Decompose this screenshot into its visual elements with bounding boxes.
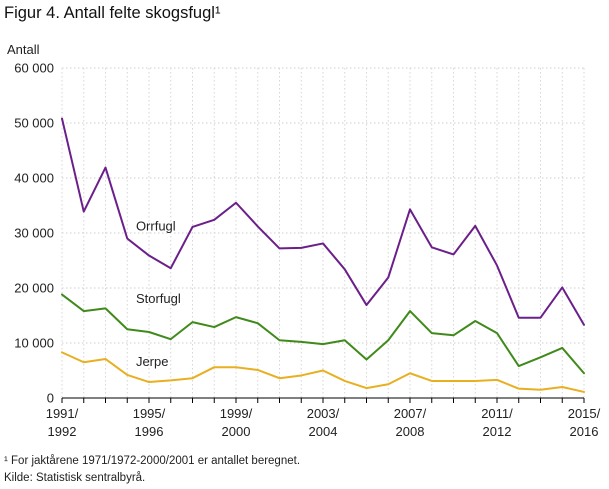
line-chart: 0 10 000 20 000 30 000 40 000 50 000 60 000 19… — [14, 61, 601, 440]
grid-lines — [61, 67, 585, 403]
x-tick-label: 2016 — [570, 424, 599, 439]
series-line-jerpe — [61, 351, 585, 393]
x-tick-label: 2008 — [396, 424, 425, 439]
x-tick-label: 2011/ — [481, 406, 513, 421]
y-tick-label: 30 000 — [14, 226, 54, 241]
series-label-jerpe: Jerpe — [136, 354, 169, 369]
x-tick-label: 2015/ — [568, 406, 601, 421]
series-label-storfugl: Storfugl — [136, 291, 181, 306]
y-tick-label: 60 000 — [14, 61, 54, 76]
x-tick-label: 2007/ — [394, 406, 427, 421]
x-tick-label: 1999/ — [220, 406, 253, 421]
y-tick-label: 10 000 — [14, 336, 54, 351]
x-tick-labels: 1991/1992 1995/1996 1999/2000 2003/2004 2007… — [46, 406, 601, 439]
series-line-orrfugl — [61, 117, 585, 326]
y-tick-label: 40 000 — [14, 171, 54, 186]
series-labels: Orrfugl Storfugl Jerpe — [136, 218, 181, 369]
source-note: Kilde: Statistisk sentralbyrå. — [4, 472, 146, 484]
x-tick-label: 1991/ — [46, 406, 79, 421]
x-tick-label: 2004 — [309, 424, 338, 439]
y-tick-label: 50 000 — [14, 116, 54, 131]
x-tick-label: 1992 — [48, 424, 77, 439]
x-tick-label: 1996 — [135, 424, 164, 439]
y-tick-labels: 0 10 000 20 000 30 000 40 000 50 000 60 000 — [14, 61, 54, 406]
series-line-storfugl — [61, 293, 585, 375]
y-tick-label: 0 — [47, 391, 54, 406]
x-tick-label: 2000 — [222, 424, 251, 439]
series-lines — [61, 117, 585, 393]
series-label-orrfugl: Orrfugl — [136, 218, 176, 233]
x-tick-label: 2003/ — [307, 406, 340, 421]
chart-title: Figur 4. Antall felte skogsfugl¹ — [4, 4, 221, 22]
y-axis-label: Antall — [7, 42, 40, 57]
footnote: ¹ For jaktårene 1971/1972-2000/2001 er a… — [4, 455, 301, 467]
y-tick-label: 20 000 — [14, 281, 54, 296]
x-tick-label: 1995/ — [133, 406, 166, 421]
x-tick-label: 2012 — [483, 424, 512, 439]
